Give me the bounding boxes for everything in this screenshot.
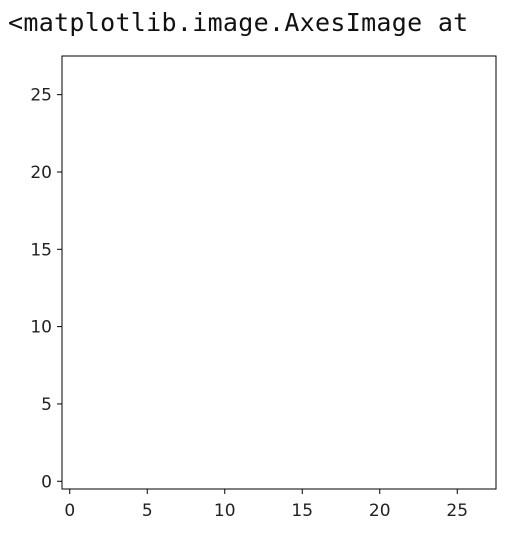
- x-tick-label: 20: [369, 501, 391, 521]
- x-axis: 0 5 10 15 20 25: [64, 489, 468, 521]
- y-tick-label: 10: [30, 318, 52, 338]
- y-axis: 0 5 10 15 20 25: [30, 86, 62, 492]
- y-tick-label: 20: [30, 163, 52, 183]
- y-tick-label: 5: [41, 395, 52, 415]
- x-tick-label: 5: [142, 501, 153, 521]
- x-tick-label: 0: [64, 501, 75, 521]
- x-tick-label: 25: [446, 501, 468, 521]
- y-tick-label: 15: [30, 240, 52, 260]
- x-tick-label: 15: [291, 501, 313, 521]
- x-tick-label: 10: [214, 501, 236, 521]
- y-tick-label: 0: [41, 472, 52, 492]
- y-tick-label: 25: [30, 86, 52, 106]
- axes-frame: [61, 55, 497, 490]
- output-text: <matplotlib.image.AxesImage at: [8, 8, 469, 37]
